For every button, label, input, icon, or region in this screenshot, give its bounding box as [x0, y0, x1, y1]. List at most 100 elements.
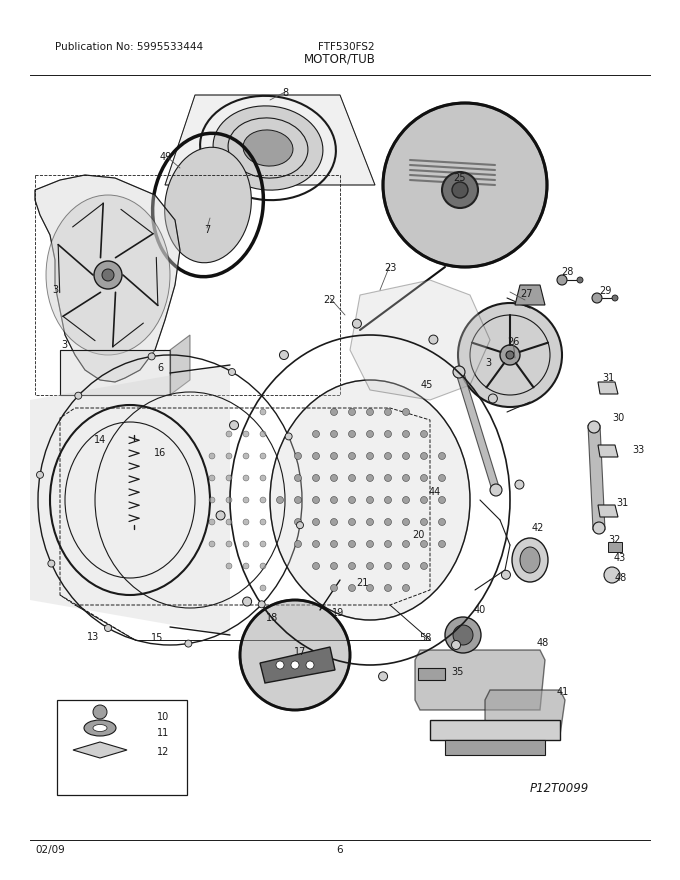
Circle shape [216, 511, 225, 520]
Circle shape [209, 497, 215, 503]
Circle shape [330, 430, 337, 437]
Circle shape [294, 452, 301, 459]
Circle shape [604, 567, 620, 583]
Polygon shape [170, 335, 190, 395]
Text: 27: 27 [521, 289, 533, 299]
Circle shape [260, 453, 266, 459]
Circle shape [588, 421, 600, 433]
Polygon shape [165, 95, 375, 185]
Circle shape [226, 497, 232, 503]
Text: 58: 58 [419, 633, 431, 643]
Circle shape [330, 584, 337, 591]
Text: P12T0099: P12T0099 [530, 782, 590, 795]
Circle shape [93, 705, 107, 719]
Circle shape [105, 625, 112, 632]
Circle shape [330, 474, 337, 481]
Text: 48: 48 [537, 638, 549, 648]
Circle shape [403, 452, 409, 459]
Circle shape [420, 452, 428, 459]
Circle shape [367, 496, 373, 503]
Circle shape [260, 497, 266, 503]
Text: 7: 7 [204, 225, 210, 235]
Circle shape [313, 496, 320, 503]
Circle shape [330, 496, 337, 503]
Circle shape [592, 293, 602, 303]
Circle shape [313, 518, 320, 525]
Circle shape [490, 484, 502, 496]
Circle shape [384, 408, 392, 415]
Ellipse shape [93, 724, 107, 731]
Circle shape [367, 540, 373, 547]
Text: 31: 31 [616, 498, 628, 508]
Circle shape [384, 540, 392, 547]
Text: 30: 30 [612, 413, 624, 423]
Circle shape [294, 540, 301, 547]
Circle shape [226, 453, 232, 459]
Circle shape [185, 640, 192, 647]
Circle shape [612, 295, 618, 301]
Circle shape [97, 709, 103, 715]
Circle shape [243, 475, 249, 481]
Circle shape [37, 472, 44, 479]
Circle shape [403, 562, 409, 569]
Circle shape [403, 408, 409, 415]
Circle shape [403, 584, 409, 591]
Text: 3: 3 [61, 340, 67, 350]
Circle shape [379, 671, 388, 681]
Circle shape [313, 474, 320, 481]
Circle shape [260, 475, 266, 481]
Polygon shape [60, 350, 170, 395]
Circle shape [243, 541, 249, 547]
Text: 48: 48 [615, 573, 627, 583]
Text: 26: 26 [507, 337, 520, 347]
Circle shape [420, 474, 428, 481]
Circle shape [260, 585, 266, 591]
Text: 17: 17 [294, 647, 306, 657]
Circle shape [384, 430, 392, 437]
Circle shape [330, 562, 337, 569]
Text: 42: 42 [532, 523, 544, 533]
Circle shape [209, 475, 215, 481]
Polygon shape [455, 370, 500, 490]
Circle shape [330, 452, 337, 459]
Circle shape [488, 394, 497, 403]
Text: 45: 45 [421, 380, 433, 390]
Circle shape [330, 408, 337, 415]
Circle shape [348, 408, 356, 415]
Circle shape [348, 452, 356, 459]
Ellipse shape [512, 538, 548, 582]
Circle shape [506, 351, 514, 359]
Text: 22: 22 [324, 295, 336, 305]
Text: 41: 41 [557, 687, 569, 697]
Polygon shape [350, 280, 490, 400]
Text: 29: 29 [599, 286, 611, 296]
Text: 35: 35 [452, 667, 464, 677]
Circle shape [348, 518, 356, 525]
Ellipse shape [84, 720, 116, 736]
Circle shape [439, 452, 445, 459]
Polygon shape [598, 445, 618, 457]
Circle shape [302, 656, 311, 665]
Circle shape [403, 496, 409, 503]
Circle shape [243, 497, 249, 503]
Circle shape [348, 496, 356, 503]
Text: 12: 12 [157, 747, 169, 757]
Polygon shape [485, 690, 565, 735]
Polygon shape [598, 505, 618, 517]
Circle shape [577, 277, 583, 283]
Text: 31: 31 [602, 373, 614, 383]
Circle shape [501, 570, 511, 579]
Circle shape [260, 519, 266, 525]
Text: 32: 32 [609, 535, 622, 545]
Circle shape [94, 261, 122, 289]
Circle shape [313, 540, 320, 547]
Circle shape [384, 452, 392, 459]
Circle shape [348, 430, 356, 437]
Polygon shape [608, 542, 622, 552]
Polygon shape [598, 382, 618, 394]
Circle shape [209, 541, 215, 547]
Circle shape [403, 430, 409, 437]
Polygon shape [35, 175, 180, 382]
Circle shape [367, 430, 373, 437]
Circle shape [243, 453, 249, 459]
